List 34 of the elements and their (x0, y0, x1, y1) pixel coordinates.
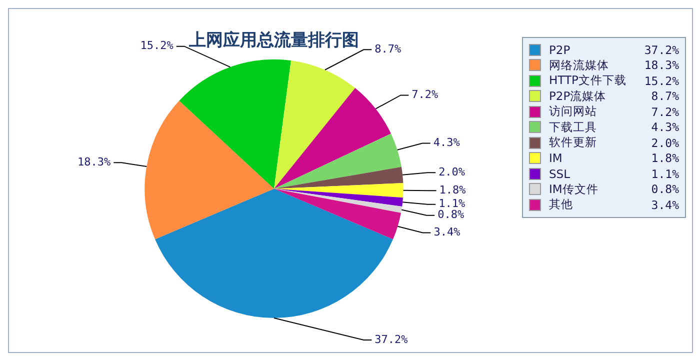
data-label: 8.7% (374, 42, 402, 56)
data-label: 15.2% (140, 39, 174, 52)
legend-label: 下载工具 (549, 120, 598, 135)
legend-label: 网络流媒体 (549, 58, 610, 73)
legend-label: IM (549, 151, 564, 166)
data-label: 37.2% (374, 332, 408, 346)
data-label: 3.4% (434, 226, 461, 239)
text: 15.2% (644, 74, 679, 88)
legend-label: SSL (549, 166, 572, 181)
data-label: 0.8% (438, 208, 464, 222)
data-label: 18.3% (78, 156, 111, 169)
legend-label: 其他 (549, 197, 574, 212)
text: 1.1% (651, 166, 679, 181)
data-label: 1.8% (439, 183, 466, 196)
data-label: 7.2% (412, 88, 439, 102)
text: 0.8% (651, 182, 679, 196)
chart-title: 上网应用总流量排行图 (188, 30, 359, 51)
text: 1.8% (651, 151, 679, 166)
text: 2.0% (651, 136, 679, 150)
text: 18.3% (644, 58, 679, 72)
legend-label: P2P流媒体 (549, 88, 608, 104)
text: 7.2% (651, 104, 679, 119)
text: 3.4% (651, 198, 679, 212)
text: 37.2% (644, 42, 679, 57)
text: 8.7% (651, 89, 679, 104)
data-label: 4.3% (433, 136, 460, 150)
legend-label: 软件更新 (549, 135, 598, 150)
data-label: 1.1% (438, 197, 466, 210)
legend-label: HTTP文件下载 (549, 73, 628, 88)
legend-label: IM传文件 (549, 182, 600, 197)
legend-label: P2P (549, 42, 572, 57)
text: 4.3% (651, 120, 679, 134)
legend-label: 访问网站 (549, 104, 598, 120)
data-label: 2.0% (438, 165, 466, 178)
